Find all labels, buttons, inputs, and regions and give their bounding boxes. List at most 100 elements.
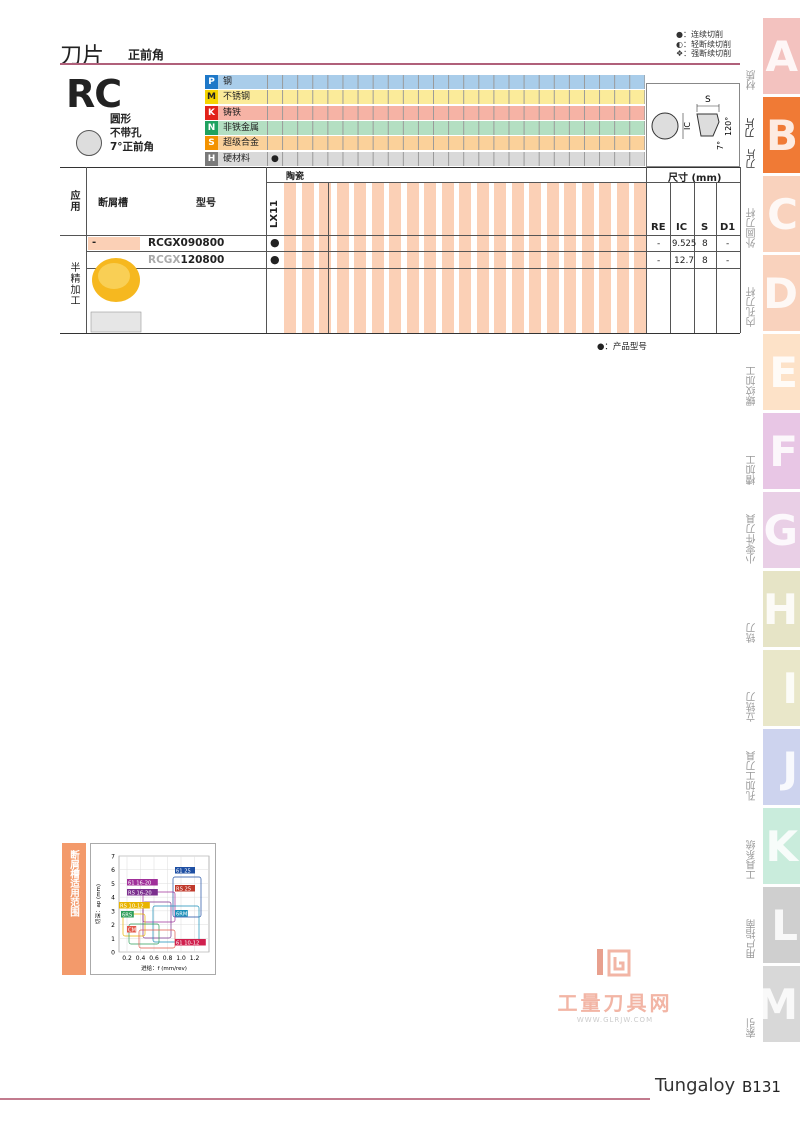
y-tick-label: 4 bbox=[111, 895, 115, 902]
tab-name: 螺纹加工 bbox=[747, 366, 758, 406]
grade-column-stripe bbox=[319, 182, 331, 333]
chipbreaker-tag bbox=[175, 910, 188, 917]
chipbreaker-tag bbox=[127, 879, 158, 886]
chipbreaker-tag bbox=[127, 889, 158, 896]
tab-letter: M bbox=[756, 980, 798, 1029]
grade-column-stripe bbox=[336, 182, 349, 333]
page-title: 刀片 bbox=[60, 44, 105, 69]
material-row-h: H 硬材料 ● bbox=[205, 151, 645, 167]
tab-h[interactable]: H 铣刀 bbox=[747, 571, 800, 647]
x-tick-label: 1.2 bbox=[190, 955, 200, 962]
material-letter: M bbox=[205, 90, 218, 105]
round-insert-icon bbox=[76, 130, 102, 156]
watermark: 工量刀具网 WWW.GLRJW.COM bbox=[540, 945, 690, 1024]
re-value: - bbox=[657, 256, 661, 266]
material-name: 硬材料 bbox=[223, 153, 251, 164]
material-grid bbox=[267, 75, 645, 89]
col-application: 应用 bbox=[68, 190, 79, 212]
grade-column-stripe bbox=[459, 182, 471, 333]
chipbreaker-tag bbox=[127, 926, 137, 933]
grade-mark: ● bbox=[270, 253, 280, 266]
material-row-m: M 不锈钢 bbox=[205, 90, 645, 106]
material-grid bbox=[267, 136, 645, 151]
tab-c[interactable]: C 外圆刀杆 bbox=[747, 176, 800, 252]
grade-column-stripe bbox=[616, 182, 629, 333]
tab-m[interactable]: M 索引 bbox=[747, 966, 800, 1042]
grade-column-stripe bbox=[476, 182, 489, 333]
cutting-legend: ●：连续切削 ◐：轻断续切削 ❖：强断续切削 bbox=[676, 30, 731, 59]
tab-g[interactable]: G 小零件刀具 bbox=[747, 492, 800, 568]
chipbreaker-tag-label: 6RM bbox=[176, 911, 187, 917]
y-tick-label: 7 bbox=[111, 854, 115, 861]
material-letter: S bbox=[205, 136, 218, 151]
material-letter: P bbox=[205, 75, 218, 89]
grade-lx11: LX11 bbox=[269, 200, 280, 228]
tab-a[interactable]: A 材质 bbox=[747, 18, 800, 94]
grade-column-stripe bbox=[406, 182, 419, 333]
chipbreaker-value: - bbox=[92, 237, 97, 248]
material-row-s: S 超级合金 bbox=[205, 136, 645, 152]
chipbreaker-tag-label: 6RS bbox=[122, 912, 132, 918]
ic-value: 9.525 bbox=[672, 239, 697, 249]
tab-letter: H bbox=[762, 585, 798, 634]
grade-column-stripe bbox=[511, 182, 524, 333]
x-tick-label: 0.4 bbox=[136, 955, 146, 962]
chart-ylabel: 切深：ap (mm) bbox=[94, 884, 102, 924]
table-bottom-rule bbox=[60, 333, 740, 334]
tab-f[interactable]: F 槽加工 bbox=[747, 413, 800, 489]
tab-letter: K bbox=[765, 822, 798, 871]
grade-column-stripe bbox=[634, 182, 646, 333]
col-model: 型号 bbox=[196, 198, 216, 209]
tab-k[interactable]: K 工具系统 bbox=[747, 808, 800, 884]
tab-name: 外圆刀杆 bbox=[747, 208, 758, 248]
chipbreaker-tag bbox=[175, 885, 195, 892]
material-grid bbox=[267, 105, 645, 120]
material-letter: K bbox=[205, 105, 218, 120]
legend-continuous: ●：连续切削 bbox=[676, 30, 723, 39]
tab-letter: E bbox=[769, 348, 798, 397]
chipbreaker-tag-label: RS 25 bbox=[176, 886, 191, 892]
chipbreaker-tag-label: RS 16-20 bbox=[128, 890, 152, 896]
tab-l[interactable]: L 用户指南 bbox=[747, 887, 800, 963]
dim-s-label: S bbox=[705, 95, 711, 105]
tab-name: 槽加工 bbox=[747, 455, 758, 485]
y-tick-label: 1 bbox=[111, 936, 115, 943]
table-top-rule bbox=[60, 167, 740, 168]
material-row-n: N 非铁金属 bbox=[205, 120, 645, 136]
chipbreaker-tag bbox=[121, 911, 134, 918]
material-name: 不锈钢 bbox=[223, 92, 251, 103]
grade-column-stripe bbox=[546, 182, 559, 333]
material-name: 超级合金 bbox=[223, 138, 260, 149]
material-row-k: K 铸铁 bbox=[205, 105, 645, 121]
grade-column-stripe bbox=[354, 182, 366, 333]
dim-col-re: RE bbox=[651, 222, 666, 233]
y-tick-label: 5 bbox=[111, 881, 115, 888]
insert-photo bbox=[90, 252, 142, 334]
grade-column-stripe bbox=[301, 182, 314, 333]
material-grid bbox=[267, 151, 645, 166]
page-subtitle: 正前角 bbox=[128, 48, 165, 62]
table-row: RCGX090800 bbox=[148, 237, 224, 249]
tab-i[interactable]: I 立铣刀 bbox=[747, 650, 800, 726]
material-grid bbox=[267, 120, 645, 135]
tab-d[interactable]: D 内孔刀杆 bbox=[747, 255, 800, 331]
tab-name: 材质 bbox=[747, 70, 758, 90]
desc-hole: 不带孔 bbox=[110, 127, 142, 139]
y-tick-label: 0 bbox=[111, 950, 115, 957]
grade-mark: ● bbox=[270, 236, 280, 249]
tab-name: 铣刀 bbox=[747, 623, 758, 643]
tab-letter: I bbox=[782, 664, 798, 713]
tab-name: 立铣刀 bbox=[747, 692, 758, 722]
tab-b[interactable]: B 刀片 bbox=[747, 97, 800, 173]
chipbreaker-tag-label: RS 10-12 bbox=[120, 903, 144, 909]
d1-value: - bbox=[726, 239, 730, 249]
legend-heavy-interrupted: ❖：强断续切削 bbox=[676, 49, 732, 58]
tab-j[interactable]: J 孔加工刀具 bbox=[747, 729, 800, 805]
table-row: RCGX120800 bbox=[148, 254, 224, 266]
chipbreaker-range-chart: 0 1 2 3 4 5 6 7 0.2 0.4 0.6 0.8 1.0 1.2 切深：ap (mm) 进给：f… bbox=[90, 843, 216, 975]
tab-name: 用户指南 bbox=[747, 919, 758, 959]
tab-e[interactable]: E 螺纹加工 bbox=[747, 334, 800, 410]
material-mark: ● bbox=[271, 153, 279, 164]
y-tick-label: 3 bbox=[111, 908, 115, 915]
